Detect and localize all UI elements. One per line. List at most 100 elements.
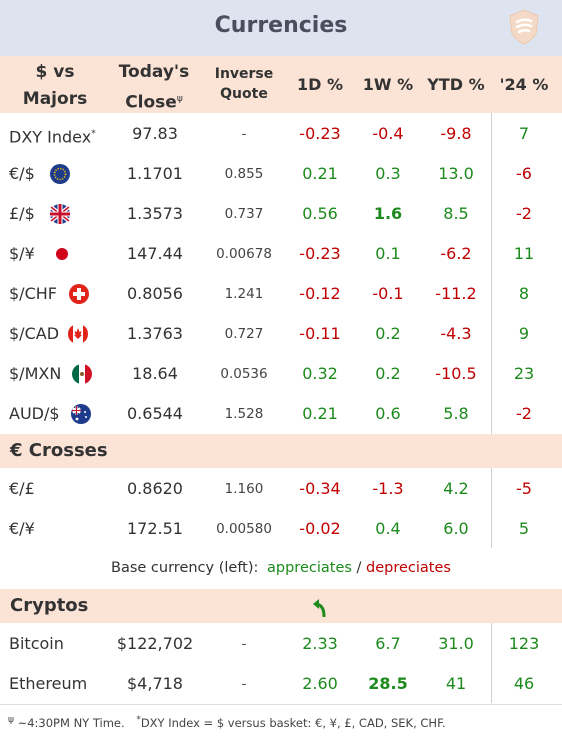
close-value: 1.3763 [127,324,183,343]
inverse-quote-value: - [241,676,247,692]
change-1d-value: -0.12 [299,284,341,303]
change-1d-value: 0.21 [302,164,338,183]
change-2024-value: -5 [516,479,532,498]
inverse-quote-value: 0.727 [224,326,264,342]
change-ytd-value: 13.0 [438,164,474,183]
header-close-text: Close [125,92,177,113]
row-label-text: €/¥ [9,519,35,538]
row-label-text: £/$ [9,204,35,223]
header-close-line2: Closeψ [108,86,200,117]
page-title: Currencies [214,13,348,38]
row-label: €/$ [9,154,35,194]
change-2024-value: 11 [513,244,535,263]
change-ytd-value: -11.2 [435,284,477,303]
change-2024-value: 123 [508,634,540,653]
change-2024-value: -6 [516,164,532,183]
table-row: €/¥ 172.51 0.00580 -0.02 0.4 6.0 5 [0,509,562,549]
row-label-text: Ethereum [9,674,88,693]
legend-depreciates: depreciates [366,560,451,576]
inverse-quote-value: 0.00678 [216,246,272,262]
title-bar: Currencies [0,0,562,56]
footer-dxy-note: DXY Index = $ versus basket: €, ¥, £, CA… [140,715,446,730]
header-inverse-line2: Quote [220,86,268,102]
table-row: €/£ 0.8620 1.160 -0.34 -1.3 4.2 -5 [0,469,562,509]
change-1d-value: 0.32 [302,364,338,383]
change-ytd-value: 6.0 [443,519,469,538]
table-row: AUD/$ 0.6544 1.528 0.21 0.6 5.8 -2 [0,394,562,434]
row-label: $/MXN [9,354,61,394]
australia-flag-icon [71,404,91,424]
change-2024-value: -2 [516,204,532,223]
header-pair-line1: $ vs [35,62,75,82]
change-1w-value: 0.2 [375,324,401,343]
uk-flag-icon [50,204,70,224]
change-1d-value: 2.33 [302,634,338,653]
header-close: Today's Closeψ [108,59,200,117]
change-1d-value: 0.56 [302,204,338,223]
close-value: 147.44 [127,244,183,263]
change-1d-value: -0.11 [299,324,341,343]
inverse-quote-value: 0.855 [224,166,264,182]
change-2024-value: -2 [516,404,532,423]
change-ytd-value: 8.5 [443,204,469,223]
change-2024-value: 5 [518,519,530,538]
eu-flag-icon [50,164,70,184]
close-value: 0.6544 [127,404,183,423]
close-value: 1.3573 [127,204,183,223]
cryptos-title: Cryptos [10,595,89,616]
close-value: 0.8056 [127,284,183,303]
close-value: 18.64 [132,364,178,383]
row-label-text: €/£ [9,479,35,498]
row-label-text: AUD/$ [9,404,60,423]
row-label: $/CAD [9,314,59,354]
row-label-text: Bitcoin [9,634,64,653]
column-divider [491,468,492,548]
change-1w-value: 1.6 [373,204,403,223]
column-divider [491,113,492,434]
change-ytd-value: -9.8 [440,124,472,143]
header-1w: 1W % [362,75,414,94]
change-1w-value: -0.4 [372,124,404,143]
change-1d-value: -0.23 [299,124,341,143]
table-row: €/$ 1.1701 0.855 0.21 0.3 13.0 -6 [0,154,562,194]
header-ytd: YTD % [427,75,485,94]
change-ytd-value: -4.3 [440,324,472,343]
header-inverse: Inverse Quote [204,64,284,104]
change-2024-value: 8 [518,284,530,303]
change-1w-value: 0.4 [375,519,401,538]
row-label-text: DXY Index [9,127,92,147]
change-1w-value: 0.3 [375,164,401,183]
change-1d-value: -0.34 [299,479,341,498]
japan-flag-icon [52,244,72,264]
header-inverse-line1: Inverse [214,66,274,82]
change-ytd-value: -6.2 [440,244,472,263]
change-ytd-value: 5.8 [443,404,469,423]
canada-flag-icon [68,324,88,344]
row-label-text: $/CHF [9,284,57,303]
footer-note: ψ ~4:30PM NY Time. *DXY Index = $ versus… [8,715,446,730]
change-2024-value: 46 [513,674,535,693]
close-value: 0.8620 [127,479,183,498]
table-row: $/MXN 18.64 0.0536 0.32 0.2 -10.5 23 [0,354,562,394]
header-close-mark: ψ [176,94,183,104]
inverse-quote-value: 0.737 [224,206,264,222]
header-2024: '24 % [499,75,549,94]
change-1w-value: 0.1 [375,244,401,263]
header-pair-line2: Majors [22,89,88,109]
row-label-text: $/MXN [9,364,62,383]
table-row: £/$ 1.3573 0.737 0.56 1.6 8.5 -2 [0,194,562,234]
close-value: 1.1701 [127,164,183,183]
change-1d-value: -0.23 [299,244,341,263]
row-label: AUD/$ [9,394,60,434]
change-2024-value: 23 [513,364,535,383]
legend-appreciates: appreciates [267,560,352,576]
cryptos-section-header: Cryptos [0,589,562,623]
header-1d: 1D % [296,75,343,94]
change-1w-value: -0.1 [372,284,404,303]
row-label-text: $/CAD [9,324,60,343]
row-label: €/£ [9,469,35,509]
row-label-text: $/¥ [9,244,35,263]
change-2024-value: 9 [518,324,530,343]
change-1w-value: 28.5 [368,674,408,693]
close-value: $122,702 [116,634,194,653]
